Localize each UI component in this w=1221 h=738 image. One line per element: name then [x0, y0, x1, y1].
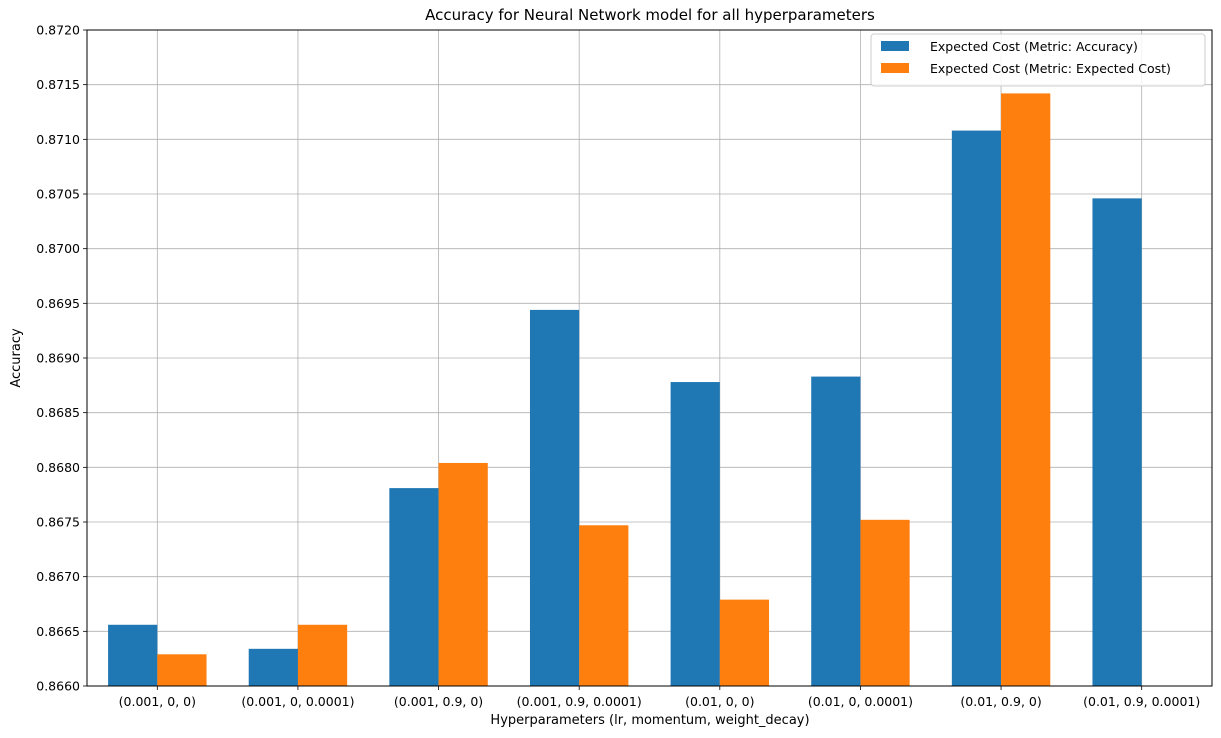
x-tick-label: (0.001, 0.9, 0)	[394, 694, 483, 709]
x-tick-label: (0.01, 0.9, 0)	[960, 694, 1041, 709]
y-tick-label: 0.8685	[36, 405, 80, 420]
bar-accuracy-metric	[1092, 198, 1142, 686]
bar-expected-cost-metric	[579, 525, 629, 686]
ticks-layer: 0.8660 0.8665 0.8670 0.8675 0.8680 0.8685 0.86…	[36, 23, 1200, 710]
bar-expected-cost-metric	[1001, 93, 1051, 686]
y-tick-label: 0.8715	[36, 77, 80, 92]
y-tick-label: 0.8720	[36, 23, 80, 38]
y-tick-label: 0.8705	[36, 187, 80, 202]
bar-expected-cost-metric	[860, 519, 910, 686]
legend-label-expected-cost: Expected Cost (Metric: Expected Cost)	[930, 61, 1171, 76]
y-tick-label: 0.8710	[36, 132, 80, 147]
bar-expected-cost-metric	[438, 462, 488, 686]
x-tick-label: (0.01, 0, 0)	[685, 694, 754, 709]
bar-expected-cost-metric	[157, 654, 207, 686]
y-tick-label: 0.8670	[36, 569, 80, 584]
bar-expected-cost-metric	[297, 624, 348, 686]
x-tick-label: (0.001, 0, 0)	[119, 694, 196, 709]
x-tick-label: (0.01, 0.9, 0.0001)	[1083, 694, 1200, 709]
x-tick-label: (0.01, 0, 0.0001)	[808, 694, 913, 709]
y-axis-label: Accuracy	[9, 328, 24, 388]
x-tick-label: (0.001, 0.9, 0.0001)	[517, 694, 642, 709]
y-tick-label: 0.8665	[36, 624, 80, 639]
bar-accuracy-metric	[108, 624, 158, 686]
bars-layer	[108, 93, 1142, 686]
bar-accuracy-metric	[389, 488, 439, 686]
chart-title: Accuracy for Neural Network model for al…	[425, 6, 875, 24]
bar-accuracy-metric	[951, 130, 1002, 686]
bar-accuracy-metric	[670, 382, 720, 686]
legend-box	[870, 33, 1206, 87]
legend: Expected Cost (Metric: Accuracy) Expecte…	[870, 33, 1206, 87]
y-tick-label: 0.8660	[36, 679, 80, 694]
legend-label-accuracy: Expected Cost (Metric: Accuracy)	[930, 39, 1138, 54]
y-tick-label: 0.8695	[36, 296, 80, 311]
x-axis-label: Hyperparameters (lr, momentum, weight_de…	[490, 713, 809, 728]
bar-expected-cost-metric	[719, 599, 770, 686]
bar-accuracy-metric	[811, 376, 861, 686]
bar-accuracy-metric	[529, 309, 580, 686]
legend-swatch-expected-cost	[881, 63, 909, 73]
bar-accuracy-metric	[248, 648, 298, 686]
legend-swatch-accuracy	[881, 41, 909, 51]
y-tick-label: 0.8690	[36, 351, 80, 366]
x-tick-label: (0.001, 0, 0.0001)	[241, 694, 354, 709]
y-tick-label: 0.8680	[36, 460, 80, 475]
y-tick-label: 0.8675	[36, 515, 80, 530]
y-tick-label: 0.8700	[36, 241, 80, 256]
